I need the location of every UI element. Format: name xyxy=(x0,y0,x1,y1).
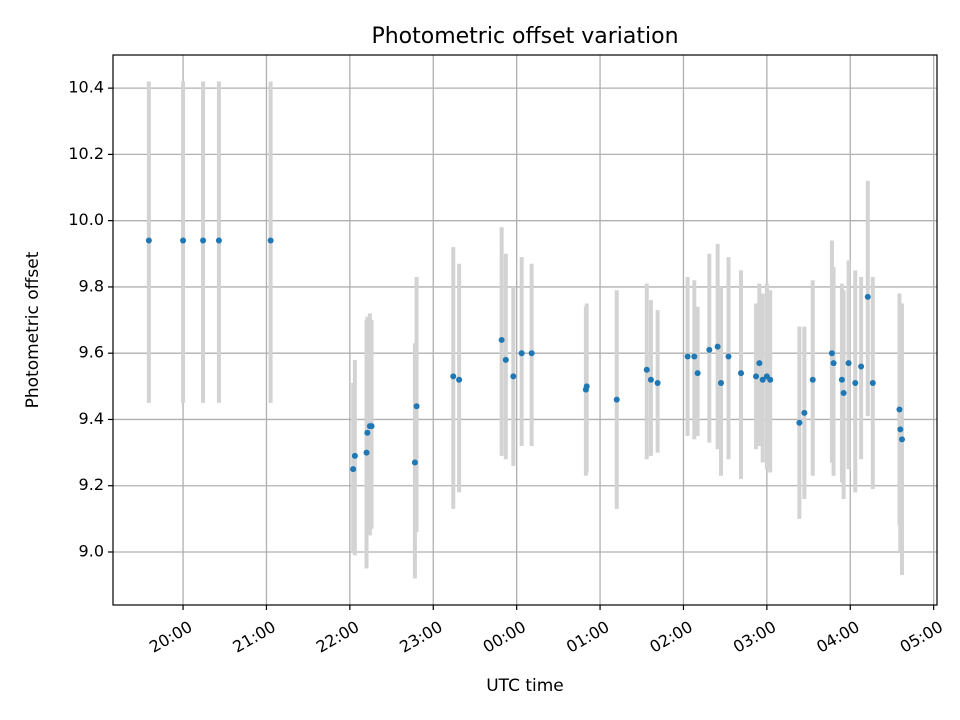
data-point xyxy=(583,383,590,390)
y-tick-label: 9.2 xyxy=(79,475,104,494)
data-point xyxy=(643,366,650,373)
data-point xyxy=(838,376,845,383)
data-point xyxy=(756,360,763,367)
data-point xyxy=(498,336,505,343)
data-point xyxy=(753,373,760,380)
data-point xyxy=(796,419,803,426)
data-point xyxy=(613,396,620,403)
data-points xyxy=(145,237,905,473)
chart-title: Photometric offset variation xyxy=(371,24,678,49)
data-point xyxy=(145,237,152,244)
data-point xyxy=(267,237,274,244)
data-point xyxy=(840,389,847,396)
data-point xyxy=(717,380,724,387)
data-point xyxy=(502,356,509,363)
data-point xyxy=(350,466,357,473)
data-point xyxy=(694,370,701,377)
x-axis-label: UTC time xyxy=(486,676,564,696)
data-point xyxy=(898,436,905,443)
data-point xyxy=(706,346,713,353)
data-point xyxy=(767,376,774,383)
data-point xyxy=(363,449,370,456)
data-point xyxy=(738,370,745,377)
data-point xyxy=(828,350,835,357)
data-point xyxy=(869,380,876,387)
data-point xyxy=(896,406,903,413)
data-point xyxy=(809,376,816,383)
y-axis-label: Photometric offset xyxy=(23,251,43,408)
data-point xyxy=(456,376,463,383)
data-point xyxy=(518,350,525,357)
data-point xyxy=(852,380,859,387)
data-point xyxy=(691,353,698,360)
y-tick-label: 9.0 xyxy=(79,541,104,560)
y-tick-label: 10.2 xyxy=(68,144,104,163)
data-point xyxy=(180,237,187,244)
data-point xyxy=(654,380,661,387)
y-tick-label: 9.8 xyxy=(79,276,104,295)
data-point xyxy=(858,363,865,370)
data-point xyxy=(450,373,457,380)
data-point xyxy=(647,376,654,383)
data-point xyxy=(510,373,517,380)
data-point xyxy=(200,237,207,244)
data-point xyxy=(684,353,691,360)
data-point xyxy=(830,360,837,367)
data-point xyxy=(215,237,222,244)
data-point xyxy=(368,423,375,430)
data-point xyxy=(801,409,808,416)
data-point xyxy=(364,429,371,436)
plot-frame xyxy=(112,54,938,606)
y-axis-ticks: 9.0 9.2 9.4 9.6 9.8 10.0 10.2 10.4 xyxy=(68,78,113,560)
y-tick-label: 10.0 xyxy=(68,210,104,229)
data-point xyxy=(845,360,852,367)
y-tick-label: 10.4 xyxy=(68,78,104,97)
data-point xyxy=(864,293,871,300)
data-point xyxy=(725,353,732,360)
y-tick-label: 9.4 xyxy=(79,409,104,428)
data-point xyxy=(714,343,721,350)
y-tick-label: 9.6 xyxy=(79,343,104,362)
data-point xyxy=(411,459,418,466)
data-point xyxy=(528,350,535,357)
data-point xyxy=(413,403,420,410)
data-point xyxy=(351,452,358,459)
data-point xyxy=(897,426,904,433)
data-point xyxy=(759,376,766,383)
